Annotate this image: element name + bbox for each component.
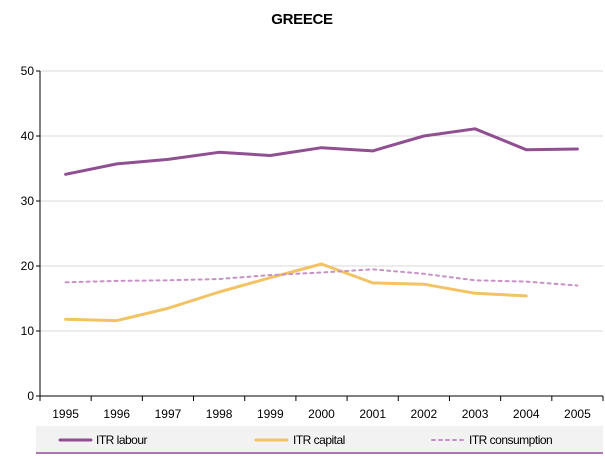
x-tick-label: 2005 (564, 407, 591, 421)
x-axis-ticks: 1995 1996 1997 1998 1999 2000 2001 2002 2003 2004… (39, 396, 604, 421)
series-layer (64, 127, 579, 323)
axes (39, 71, 603, 397)
legend-label-1: ITR labour (96, 433, 148, 447)
y-tick-label: 20 (21, 259, 35, 273)
y-tick-label: 10 (21, 324, 35, 338)
grid-lines (40, 70, 603, 332)
legend: ITR labour ITR capital ITR consumption (58, 433, 553, 447)
x-tick-label: 2000 (308, 407, 335, 421)
y-tick-label: 50 (21, 64, 35, 78)
legend-label-3: ITR consumption (469, 433, 552, 447)
x-tick-label: 1996 (103, 407, 130, 421)
y-tick-label: 40 (21, 129, 35, 143)
series-line-3 (64, 268, 579, 287)
x-tick-label: 2001 (359, 407, 386, 421)
y-tick-label: 0 (27, 389, 34, 403)
x-tick-label: 2002 (411, 407, 438, 421)
legend-background (36, 426, 603, 453)
series-line-1 (64, 127, 579, 176)
x-tick-label: 2003 (462, 407, 489, 421)
x-tick-label: 1999 (257, 407, 284, 421)
y-axis-ticks: 0 10 20 30 40 50 (21, 64, 40, 403)
series-line-2 (64, 262, 528, 323)
x-tick-label: 1998 (206, 407, 233, 421)
x-tick-label: 2004 (513, 407, 540, 421)
legend-label-2: ITR capital (293, 433, 345, 447)
chart-title: GREECE (271, 11, 333, 28)
y-tick-label: 30 (21, 194, 35, 208)
x-tick-label: 1997 (155, 407, 182, 421)
x-tick-label: 1995 (52, 407, 79, 421)
